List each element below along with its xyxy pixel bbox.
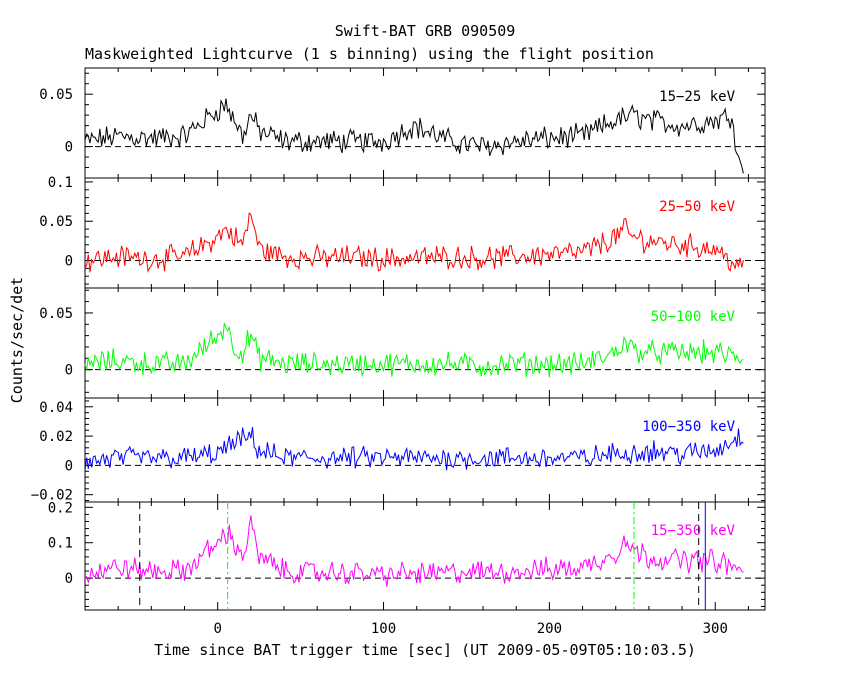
panel-2: 0 0.05 50−100 keV (39, 287, 766, 399)
x-tick-label: 0 (213, 621, 221, 637)
x-axis-label: Time since BAT trigger time [sec] (UT 20… (154, 641, 696, 659)
panel-frame (84, 67, 766, 179)
panel-4: 0 0.1 0.2 15−350 keV (48, 500, 766, 611)
band-label: 50−100 keV (651, 309, 736, 325)
chart-subtitle: Maskweighted Lightcurve (1 s binning) us… (85, 45, 654, 63)
y-axis-label: Counts/sec/det (8, 277, 26, 403)
y-tick-label: 0.02 (39, 429, 73, 445)
y-tick-label: 0.1 (48, 536, 73, 552)
y-tick-label: −0.02 (31, 488, 73, 504)
y-tick-label: 0.1 (48, 175, 73, 191)
y-tick-label: 0 (65, 140, 73, 156)
series-15-25-kev (84, 98, 744, 174)
band-label: 100−350 keV (642, 419, 735, 435)
y-tick-label: 0.05 (39, 87, 73, 103)
panel-frame (84, 287, 766, 399)
series-100-350-kev (84, 427, 744, 471)
series-15-350-kev (84, 515, 744, 587)
y-tick-label: 0 (65, 363, 73, 379)
y-tick-label: 0 (65, 571, 73, 587)
band-label: 15−25 keV (659, 89, 735, 105)
x-tick-label: 300 (703, 621, 728, 637)
panel-1: 0 0.05 0.1 25−50 keV (39, 175, 766, 289)
panel-frame (84, 501, 766, 611)
y-tick-label: 0.04 (39, 400, 73, 416)
panels-group: 0 0.05 15−25 keV 0 0.05 0.1 25−50 keV 0 0.05 50−1… (31, 67, 766, 637)
band-label: 25−50 keV (659, 199, 735, 215)
panel-0: 0 0.05 15−25 keV (39, 67, 766, 179)
band-label: 15−350 keV (651, 523, 736, 539)
chart-title: Swift-BAT GRB 090509 (335, 22, 516, 40)
x-tick-label: 100 (371, 621, 396, 637)
x-tick-label: 200 (537, 621, 562, 637)
y-tick-label: 0.05 (39, 306, 73, 322)
y-tick-label: 0.2 (48, 500, 73, 516)
panel-frame (84, 177, 766, 289)
panel-3: −0.02 0 0.02 0.04 100−350 keV (31, 397, 766, 504)
y-tick-label: 0 (65, 458, 73, 474)
y-tick-label: 0 (65, 254, 73, 270)
series-50-100-kev (84, 322, 744, 378)
series-25-50-kev (84, 212, 744, 273)
y-tick-label: 0.05 (39, 214, 73, 230)
